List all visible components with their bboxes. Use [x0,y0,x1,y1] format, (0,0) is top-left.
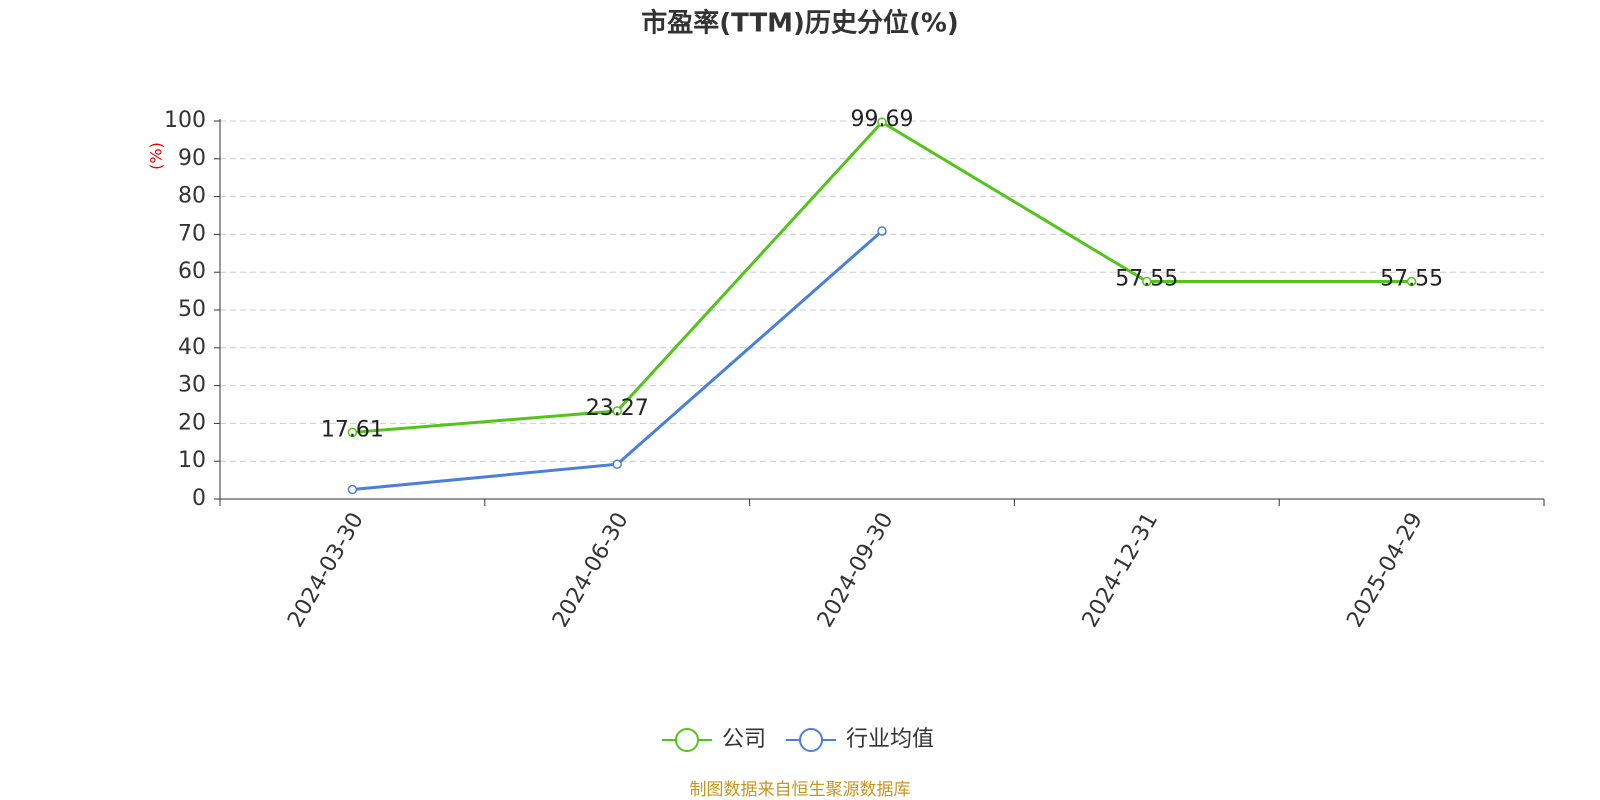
y-axis-label: (%) [147,142,166,170]
y-tick-label: 0 [192,486,206,511]
legend-label: 行业均值 [846,727,934,752]
x-tick-label: 2024-06-30 [548,509,634,632]
legend: 公司 行业均值 [662,727,934,752]
legend-label: 公司 [722,727,766,752]
y-tick-label: 80 [178,184,206,209]
x-tick-label: 2024-12-31 [1078,509,1164,632]
y-tick-label: 90 [178,146,206,171]
y-tick-label: 50 [178,297,206,322]
legend-marker [675,728,699,752]
data-label: 23.27 [586,396,649,421]
y-tick-label: 70 [178,221,206,246]
y-tick-label: 30 [178,373,206,398]
chart-title: 市盈率(TTM)历史分位(%) [641,8,959,39]
x-tick-label: 2025-04-29 [1342,509,1428,632]
data-label: 57.55 [1380,266,1443,291]
point [877,226,887,236]
point [877,117,887,127]
point [347,484,358,495]
point [612,459,622,469]
data-label: 57.55 [1115,266,1178,291]
y-tick-label: 10 [178,448,206,473]
data-label: 17.61 [321,417,384,442]
point [1406,276,1417,287]
point [1142,276,1152,287]
source-note: 制图数据来自恒生聚源数据库 [690,780,911,800]
y-tick-label: 40 [178,335,206,360]
legend-marker [799,728,824,752]
point [612,406,622,416]
x-tick-label: 2024-03-30 [283,509,369,632]
y-tick-label: 20 [178,410,206,435]
y-tick-label: 60 [178,259,206,284]
x-tick-label: 2024-09-30 [813,509,899,632]
point [347,427,358,438]
data-label: 99.69 [851,107,914,132]
y-tick-label: 100 [164,108,206,133]
series-line [352,229,883,492]
